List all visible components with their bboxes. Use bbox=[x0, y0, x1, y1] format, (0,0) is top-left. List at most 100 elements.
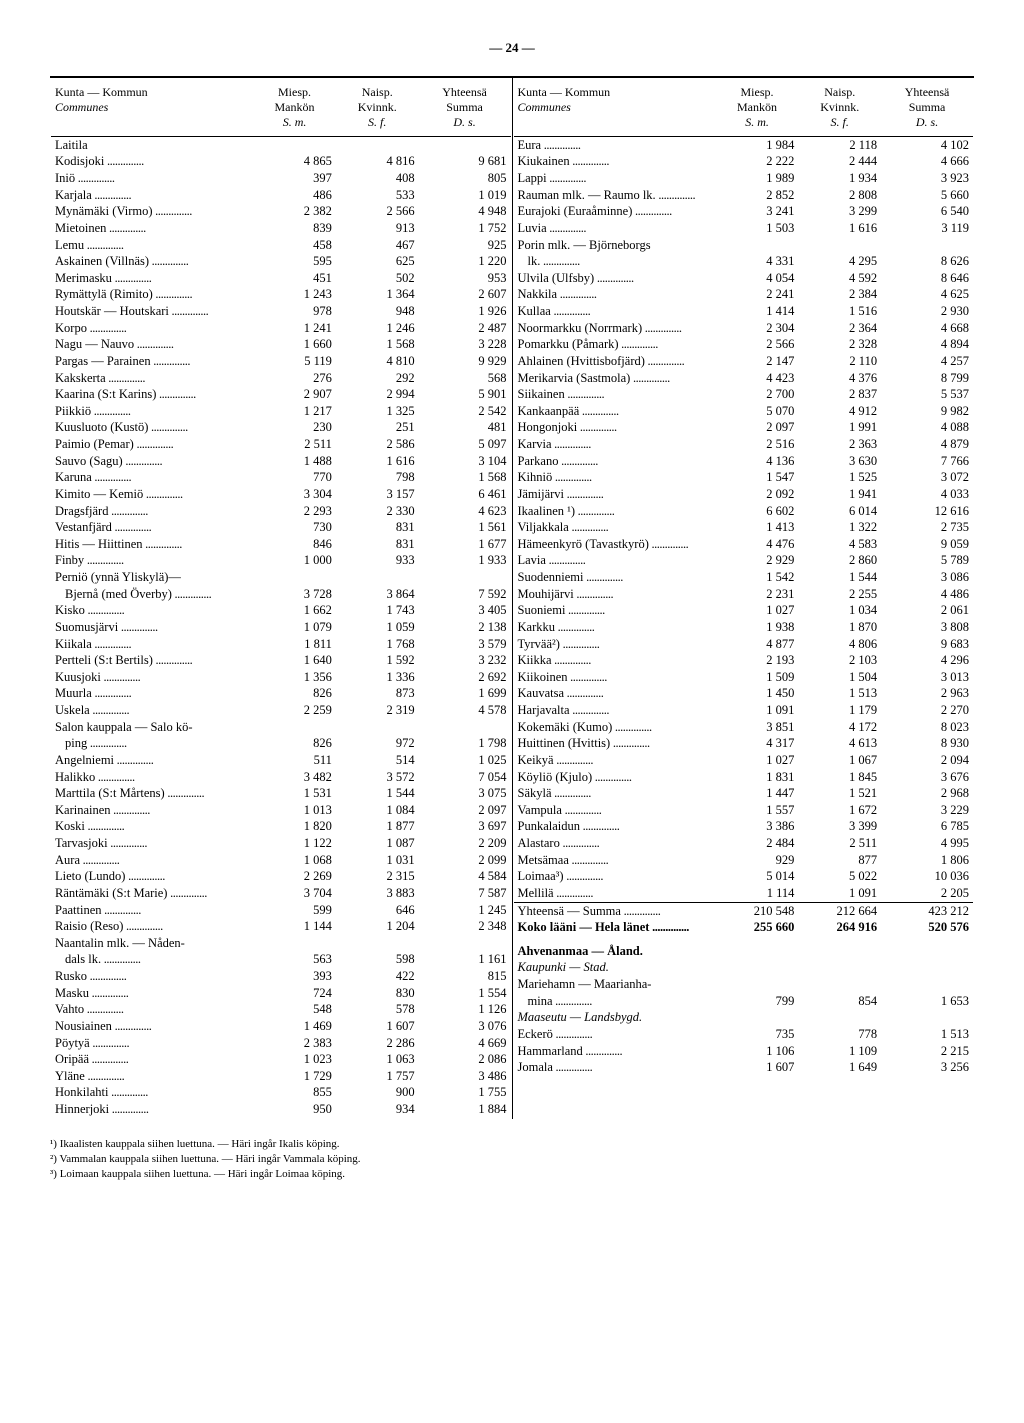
table-row: Parkano ..............4 1363 6307 766 bbox=[514, 453, 974, 470]
commune-name: Tyrvää²) .............. bbox=[514, 636, 716, 653]
female-count: 2 319 bbox=[336, 703, 419, 720]
male-count: 1 488 bbox=[253, 453, 336, 470]
female-count: 2 364 bbox=[798, 320, 881, 337]
total-count: 9 683 bbox=[881, 636, 973, 653]
table-row: Nakkila ..............2 2412 3844 625 bbox=[514, 287, 974, 304]
total-count: 3 013 bbox=[881, 669, 973, 686]
male-count: 799 bbox=[716, 993, 799, 1010]
female-count: 1 616 bbox=[798, 220, 881, 237]
table-row: Huittinen (Hvittis) ..............4 3174… bbox=[514, 736, 974, 753]
commune-name: Suodenniemi .............. bbox=[514, 570, 716, 587]
table-row: Raisio (Reso) ..............1 1441 2042 … bbox=[51, 919, 511, 936]
commune-name: Karkku .............. bbox=[514, 619, 716, 636]
hr-t3: D. s. bbox=[916, 115, 938, 129]
total-count: 2 270 bbox=[881, 703, 973, 720]
total-count: 3 486 bbox=[419, 1068, 511, 1085]
total-count bbox=[881, 237, 973, 254]
female-count: 1 649 bbox=[798, 1060, 881, 1077]
commune-name: Rusko .............. bbox=[51, 969, 253, 986]
commune-name: Pargas — Parainen .............. bbox=[51, 353, 253, 370]
commune-name: Kiukainen .............. bbox=[514, 154, 716, 171]
male-count: 724 bbox=[253, 985, 336, 1002]
table-row: Aura ..............1 0681 0312 099 bbox=[51, 852, 511, 869]
female-count: 1 091 bbox=[798, 885, 881, 902]
footnote-3: ³) Loimaan kauppala siihen luettuna. — H… bbox=[50, 1167, 974, 1182]
commune-name: Eckerö .............. bbox=[514, 1026, 716, 1043]
female-count: 1 034 bbox=[798, 603, 881, 620]
total-count: 1 561 bbox=[419, 520, 511, 537]
female-count: 1 757 bbox=[336, 1068, 419, 1085]
commune-name: Rauman mlk. — Raumo lk. .............. bbox=[514, 187, 716, 204]
female-count: 4 295 bbox=[798, 254, 881, 271]
total-count: 7 592 bbox=[419, 586, 511, 603]
h-communes: Kunta — Kommun bbox=[55, 85, 148, 99]
table-row: Porin mlk. — Björneborgs bbox=[514, 237, 974, 254]
female-count bbox=[798, 237, 881, 254]
total-count: 3 086 bbox=[881, 570, 973, 587]
male-count: 1 079 bbox=[253, 619, 336, 636]
table-row: lk. ..............4 3314 2958 626 bbox=[514, 254, 974, 271]
table-row: Kiikala ..............1 8111 7683 579 bbox=[51, 636, 511, 653]
male-count: 846 bbox=[253, 536, 336, 553]
male-count: 595 bbox=[253, 254, 336, 271]
male-count: 3 851 bbox=[716, 719, 799, 736]
female-count: 2 118 bbox=[798, 137, 881, 154]
total-count: 2 086 bbox=[419, 1052, 511, 1069]
female-count: 1 513 bbox=[798, 686, 881, 703]
male-count: 1 000 bbox=[253, 553, 336, 570]
male-count: 2 929 bbox=[716, 553, 799, 570]
male-count: 1 811 bbox=[253, 636, 336, 653]
female-count: 3 399 bbox=[798, 819, 881, 836]
h-m3: S. m. bbox=[283, 115, 307, 129]
female-count: 1 059 bbox=[336, 619, 419, 636]
table-row: Nagu — Nauvo ..............1 6601 5683 2… bbox=[51, 337, 511, 354]
table-row: Rauman mlk. — Raumo lk. ..............2 … bbox=[514, 187, 974, 204]
commune-name: Köyliö (Kjulo) .............. bbox=[514, 769, 716, 786]
female-count: 4 613 bbox=[798, 736, 881, 753]
table-row: Alastaro ..............2 4842 5114 995 bbox=[514, 836, 974, 853]
female-count: 2 255 bbox=[798, 586, 881, 603]
male-count: 2 293 bbox=[253, 503, 336, 520]
female-count: 1 246 bbox=[336, 320, 419, 337]
female-count: 873 bbox=[336, 686, 419, 703]
total-count: 3 405 bbox=[419, 603, 511, 620]
table-row: Kokemäki (Kumo) ..............3 8514 172… bbox=[514, 719, 974, 736]
total-count: 6 785 bbox=[881, 819, 973, 836]
total-count: 2 348 bbox=[419, 919, 511, 936]
hr-f1: Naisp. bbox=[824, 85, 855, 99]
table-row: Bjernå (med Överby) ..............3 7283… bbox=[51, 586, 511, 603]
commune-name: Houtskär — Houtskari .............. bbox=[51, 304, 253, 321]
total-count: 1 513 bbox=[881, 1026, 973, 1043]
commune-name: Huittinen (Hvittis) .............. bbox=[514, 736, 716, 753]
table-row: Räntämäki (S:t Marie) ..............3 70… bbox=[51, 885, 511, 902]
total-count: 4 296 bbox=[881, 653, 973, 670]
total-count: 1 884 bbox=[419, 1102, 511, 1119]
female-count: 778 bbox=[798, 1026, 881, 1043]
female-count: 625 bbox=[336, 254, 419, 271]
commune-name: Hämeenkyrö (Tavastkyrö) .............. bbox=[514, 536, 716, 553]
table-row: Tarvasjoki ..............1 1221 0872 209 bbox=[51, 836, 511, 853]
total-count: 7 054 bbox=[419, 769, 511, 786]
table-row: Metsämaa ..............9298771 806 bbox=[514, 852, 974, 869]
table-row: Askainen (Villnäs) ..............5956251… bbox=[51, 254, 511, 271]
table-row: Lavia ..............2 9292 8605 789 bbox=[514, 553, 974, 570]
male-count: 1 027 bbox=[716, 603, 799, 620]
table-row: Köyliö (Kjulo) ..............1 8311 8453… bbox=[514, 769, 974, 786]
total-count: 1 568 bbox=[419, 470, 511, 487]
male-count: 2 700 bbox=[716, 387, 799, 404]
commune-name: Viljakkala .............. bbox=[514, 520, 716, 537]
h-f3: S. f. bbox=[368, 115, 386, 129]
table-row: Jomala ..............1 6071 6493 256 bbox=[514, 1060, 974, 1077]
commune-name: Aura .............. bbox=[51, 852, 253, 869]
male-count: 2 304 bbox=[716, 320, 799, 337]
male-count: 826 bbox=[253, 686, 336, 703]
male-count: 1 241 bbox=[253, 320, 336, 337]
total-count: 4 995 bbox=[881, 836, 973, 853]
commune-name: Nakkila .............. bbox=[514, 287, 716, 304]
table-row: Merikarvia (Sastmola) ..............4 42… bbox=[514, 370, 974, 387]
male-count: 735 bbox=[716, 1026, 799, 1043]
total-count: 5 537 bbox=[881, 387, 973, 404]
female-count: 2 860 bbox=[798, 553, 881, 570]
male-count: 1 831 bbox=[716, 769, 799, 786]
male-count bbox=[253, 570, 336, 587]
